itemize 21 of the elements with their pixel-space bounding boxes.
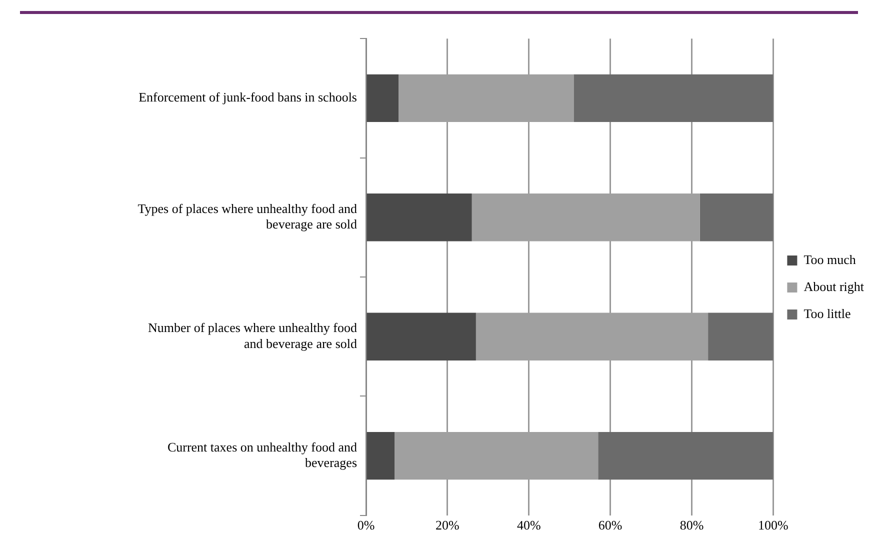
y-tick-label: Types of places where unhealthy food and beverage are sold [138, 201, 358, 232]
bar [708, 312, 774, 360]
bar [598, 432, 774, 480]
legend-label: About right [804, 278, 864, 294]
legend-label: Too little [804, 306, 852, 321]
legend-label: Too much [804, 252, 856, 267]
x-tick-label: 60% [598, 518, 622, 533]
bar [366, 312, 476, 360]
x-tick-label: 40% [516, 518, 541, 533]
bar [574, 74, 774, 122]
bar [366, 74, 399, 122]
bar [700, 194, 774, 242]
y-tick-label: Enforcement of junk-food bans in schools [138, 90, 357, 105]
x-tick-label: 20% [436, 518, 460, 533]
x-tick-label: 0% [357, 518, 375, 533]
bar [366, 432, 395, 480]
bar [366, 194, 472, 242]
y-tick-label: Number of places where unhealthy food and beverage are sold [148, 320, 358, 351]
y-tick-label: Current taxes on unhealthy food and beverages [167, 439, 358, 470]
x-tick-label: 100% [758, 518, 789, 533]
x-tick-label: 80% [680, 518, 704, 533]
